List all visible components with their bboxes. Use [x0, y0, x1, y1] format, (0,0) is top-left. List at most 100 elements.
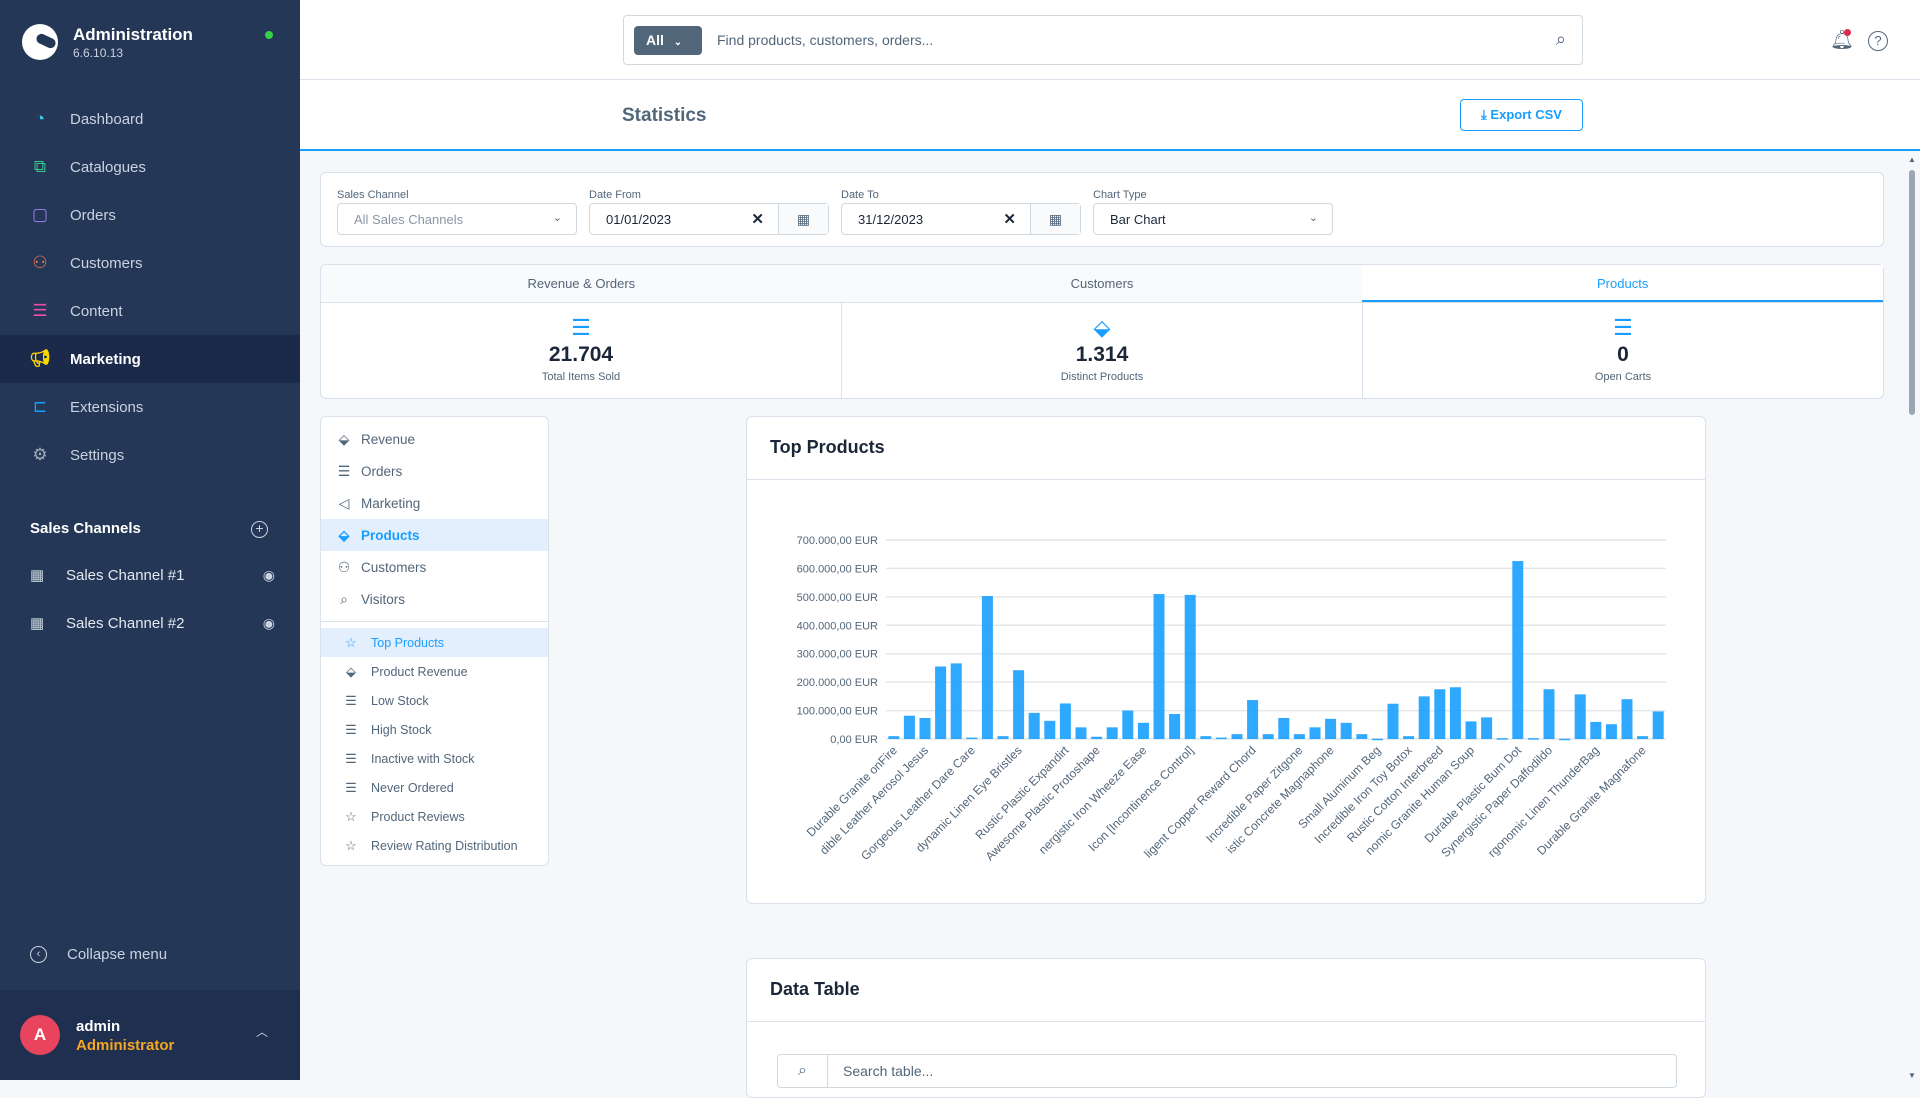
calendar-icon[interactable]: ▦ [1030, 204, 1080, 234]
plug-icon: ⊏ [32, 397, 48, 416]
menu-item-visitors[interactable]: ⌕ Visitors [321, 583, 548, 615]
nav-label: Marketing [70, 350, 141, 368]
submenu-item-high-stock[interactable]: ☰ High Stock [321, 715, 548, 744]
stats-card: Revenue & Orders Customers Products ☰ 21.… [320, 264, 1884, 399]
chart-type-select[interactable]: Bar Chart ⌄ [1093, 203, 1333, 235]
bar [1371, 738, 1383, 741]
bar [1153, 594, 1165, 739]
bar [1028, 712, 1040, 739]
date-value: 31/12/2023 [858, 212, 924, 227]
y-tick-label: 600.000,00 EUR [797, 563, 878, 575]
search-input[interactable]: Find products, customers, orders... [717, 32, 934, 48]
nav-label: Catalogues [70, 158, 146, 176]
app-title: Administration [73, 25, 193, 44]
nav-item-dashboard[interactable]: ◔ Dashboard [0, 95, 300, 143]
collapse-label: Collapse menu [67, 946, 168, 963]
nav-label: Settings [70, 446, 125, 464]
megaphone-icon: ◁ [338, 494, 350, 511]
sales-channel-item[interactable]: ▦ Sales Channel #1 ◉ [30, 560, 275, 590]
shopware-logo-icon[interactable] [22, 24, 58, 60]
eye-icon[interactable]: ◉ [262, 614, 275, 631]
date-from-label: Date From [589, 189, 641, 201]
page-header: Statistics ⤓ Export CSV [300, 80, 1920, 151]
nav-item-catalogues[interactable]: ⧉ Catalogues [0, 143, 300, 191]
submenu-item-product-revenue[interactable]: ⬙ Product Revenue [321, 657, 548, 686]
clear-icon[interactable]: ✕ [751, 211, 764, 228]
nav-item-extensions[interactable]: ⊏ Extensions [0, 383, 300, 431]
y-tick-label: 400.000,00 EUR [797, 620, 878, 632]
calendar-icon[interactable]: ▦ [778, 204, 828, 234]
table-search-field[interactable]: ⌕ Search table... [777, 1054, 1677, 1088]
catalogue-icon: ⧉ [33, 157, 47, 176]
bar [1184, 594, 1196, 739]
search-scope-select[interactable]: All ⌄ [634, 26, 702, 55]
tab-revenue-orders[interactable]: Revenue & Orders [527, 276, 636, 291]
add-sales-channel-icon[interactable]: + [251, 521, 268, 538]
sales-channel-item[interactable]: ▦ Sales Channel #2 ◉ [30, 608, 275, 638]
submenu-label: Low Stock [371, 693, 429, 708]
bar [1122, 710, 1134, 739]
search-icon[interactable]: ⌕ [1555, 29, 1566, 49]
page-scrollbar[interactable]: ▲ ▼ [1905, 155, 1920, 1080]
collapse-menu-button[interactable]: ‹ Collapse menu [30, 946, 167, 963]
avatar: A [20, 1015, 60, 1055]
bar [1044, 720, 1056, 739]
menu-item-marketing[interactable]: ◁ Marketing [321, 487, 548, 519]
bar [1169, 713, 1181, 739]
chevron-down-icon: ⌄ [673, 37, 683, 48]
bar [1215, 737, 1227, 740]
submenu-item-inactive-with-stock[interactable]: ☰ Inactive with Stock [321, 744, 548, 773]
nav-item-settings[interactable]: ⚙ Settings [0, 431, 300, 479]
date-from-field[interactable]: 01/01/2023 ✕ ▦ [589, 203, 829, 235]
scroll-up-icon[interactable]: ▲ [1908, 155, 1916, 164]
bar [1465, 721, 1477, 739]
global-search[interactable]: All ⌄ Find products, customers, orders..… [623, 15, 1583, 65]
bar [1621, 699, 1633, 739]
export-csv-button[interactable]: ⤓ Export CSV [1460, 99, 1583, 131]
submenu-item-top-products[interactable]: ☆ Top Products [321, 628, 548, 657]
stat-label: Open Carts [1594, 371, 1652, 383]
sales-channel-select[interactable]: All Sales Channels ⌄ [337, 203, 577, 235]
menu-item-orders[interactable]: ☰ Orders [321, 455, 548, 487]
star-icon: ☆ [345, 634, 357, 650]
submenu-item-never-ordered[interactable]: ☰ Never Ordered [321, 773, 548, 802]
clear-icon[interactable]: ✕ [1003, 211, 1016, 228]
menu-item-revenue[interactable]: ⬙ Revenue [321, 423, 548, 455]
nav-item-marketing[interactable]: 📢︎ Marketing [0, 335, 300, 383]
y-tick-label: 300.000,00 EUR [797, 649, 878, 661]
help-icon[interactable]: ? [1868, 31, 1888, 51]
scrollbar-thumb[interactable] [1909, 170, 1915, 415]
bar [1512, 561, 1524, 739]
user-role: Administrator [76, 1037, 175, 1054]
chevron-up-icon[interactable]: ︿ [256, 1025, 269, 1039]
submenu-item-review-rating-distribution[interactable]: ☆ Review Rating Distribution [321, 831, 548, 860]
search-scope-label: All [646, 32, 664, 48]
app-version: 6.6.10.13 [73, 46, 124, 60]
menu-item-products[interactable]: ⬙ Products [321, 519, 548, 551]
scroll-down-icon[interactable]: ▼ [1908, 1071, 1916, 1080]
stat-value: 21.704 [548, 343, 614, 366]
bar [1340, 722, 1352, 739]
submenu-item-product-reviews[interactable]: ☆ Product Reviews [321, 802, 548, 831]
nav-item-orders[interactable]: ▢ Orders [0, 191, 300, 239]
tab-customers[interactable]: Customers [1070, 276, 1134, 291]
date-to-field[interactable]: 31/12/2023 ✕ ▦ [841, 203, 1081, 235]
shopping-bag-icon: ▢ [31, 205, 49, 224]
users-icon: ⚇ [32, 253, 48, 272]
nav-item-content[interactable]: ☰ Content [0, 287, 300, 335]
tab-products[interactable]: Products [1362, 265, 1884, 302]
submenu-item-low-stock[interactable]: ☰ Low Stock [321, 686, 548, 715]
menu-item-customers[interactable]: ⚇ Customers [321, 551, 548, 583]
user-menu[interactable]: A admin Administrator ︿ [0, 990, 300, 1080]
stat-value: 1.314 [1075, 343, 1129, 366]
menu-label: Orders [361, 463, 403, 479]
bar [1262, 734, 1274, 739]
list-icon: ☰ [337, 462, 351, 479]
submenu-label: Product Reviews [371, 809, 465, 824]
tag-icon: ⬙ [338, 526, 350, 543]
bar [1309, 727, 1321, 739]
filter-card: Sales Channel All Sales Channels ⌄ Date F… [320, 172, 1884, 247]
nav-item-customers[interactable]: ⚇ Customers [0, 239, 300, 287]
eye-icon[interactable]: ◉ [262, 566, 275, 583]
table-search-input[interactable]: Search table... [843, 1063, 934, 1079]
